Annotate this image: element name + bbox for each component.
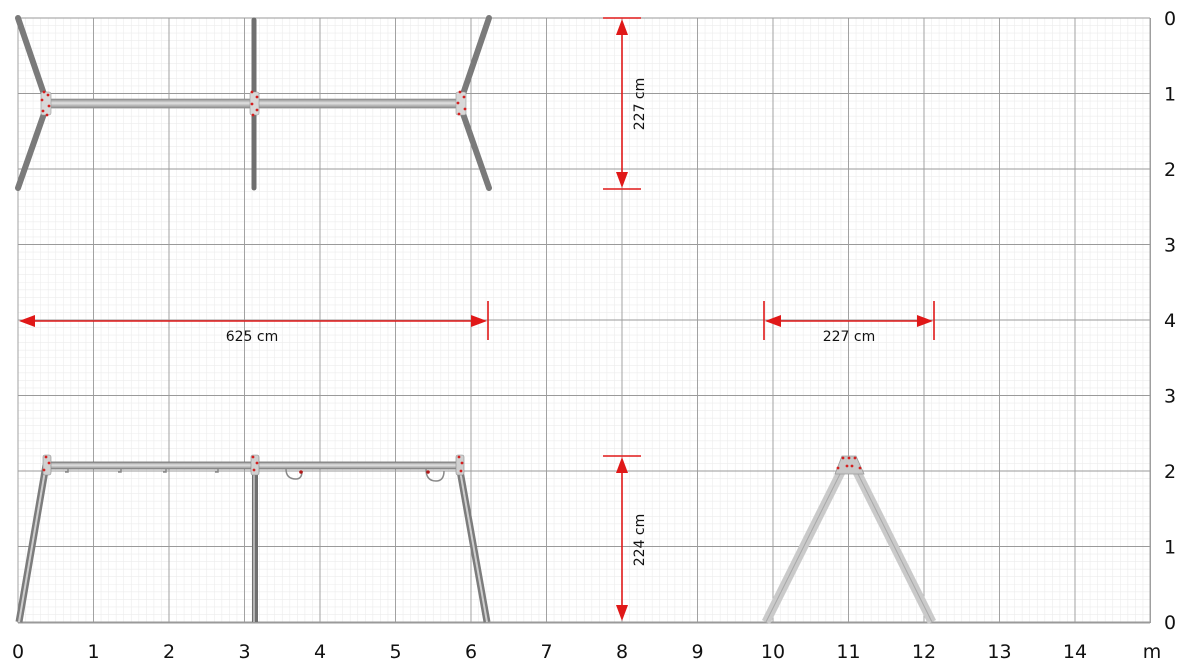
x-axis-labels: 0 1 2 3 4 5 6 7 8 9 10 11 12 13 14: [12, 641, 1087, 662]
y-tick-label: 1: [1164, 537, 1176, 559]
y-tick-label: 2: [1164, 159, 1176, 181]
dimension-top-depth-label: 227 cm: [632, 78, 648, 131]
dimension-overall-length-label: 625 cm: [226, 329, 279, 345]
y-tick-label: 3: [1164, 386, 1176, 408]
y-tick-label: 3: [1164, 235, 1176, 257]
front-view-leg-left: [19, 465, 46, 622]
y-axis-labels: 0 1 2 3 4 3 2 1 0: [1164, 8, 1176, 634]
x-tick-label: 2: [163, 641, 175, 662]
x-tick-label: 11: [836, 641, 860, 662]
dimension-side-depth-label: 227 cm: [823, 329, 876, 345]
x-tick-label: 5: [389, 641, 401, 662]
x-tick-label: 8: [616, 641, 628, 662]
x-tick-label: 7: [540, 641, 552, 662]
x-tick-label: 14: [1063, 641, 1087, 662]
front-view-leg-middle: [254, 460, 255, 622]
x-tick-label: 3: [238, 641, 250, 662]
x-tick-label: 0: [12, 641, 24, 662]
y-tick-label: 2: [1164, 461, 1176, 483]
x-tick-label: 9: [691, 641, 703, 662]
dimension-height-label: 224 cm: [632, 514, 648, 567]
x-tick-label: 10: [761, 641, 785, 662]
x-tick-label: 12: [912, 641, 936, 662]
y-tick-label: 0: [1164, 612, 1176, 634]
x-tick-label: 13: [987, 641, 1011, 662]
y-tick-label: 0: [1164, 8, 1176, 30]
y-tick-label: 1: [1164, 84, 1176, 106]
front-view: [19, 455, 487, 622]
x-tick-label: 4: [314, 641, 326, 662]
x-tick-label: 1: [87, 641, 99, 662]
x-axis-unit: m: [1143, 641, 1162, 662]
x-tick-label: 6: [465, 641, 477, 662]
y-tick-label: 4: [1164, 310, 1176, 332]
